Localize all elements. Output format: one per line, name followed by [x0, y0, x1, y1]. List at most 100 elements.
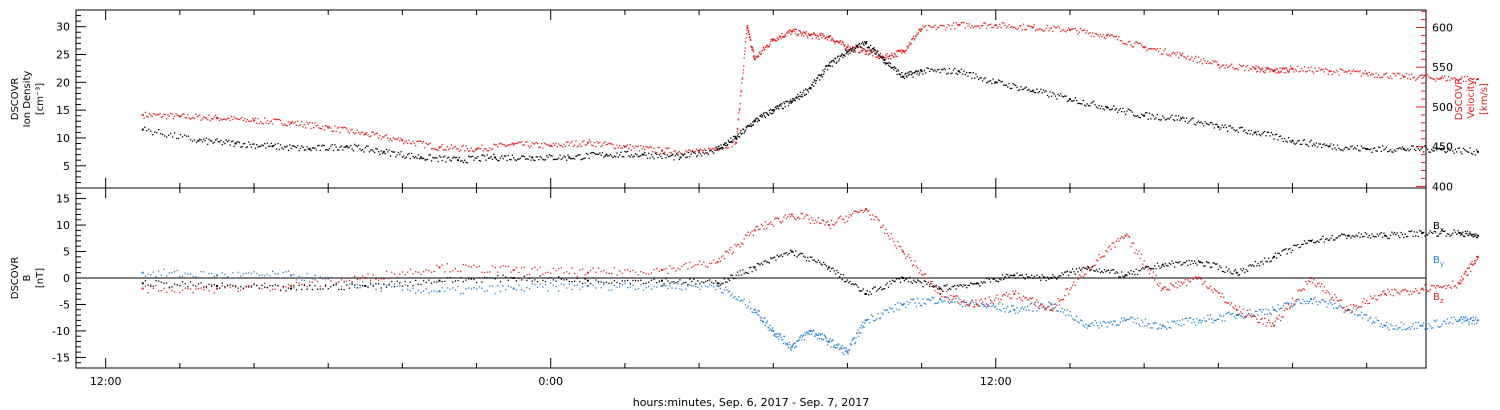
data-point	[1235, 271, 1238, 274]
data-point	[597, 282, 600, 284]
data-point	[795, 96, 798, 98]
data-point	[722, 147, 724, 149]
data-point	[703, 261, 705, 263]
data-point	[891, 237, 894, 240]
data-point	[1437, 326, 1439, 328]
data-point	[956, 301, 959, 303]
data-point	[1289, 247, 1291, 250]
data-point	[1396, 147, 1398, 150]
data-point	[536, 142, 539, 145]
data-point	[1250, 68, 1253, 70]
data-point	[1463, 320, 1465, 322]
data-point	[858, 290, 861, 292]
data-point	[207, 143, 209, 145]
data-point	[1315, 142, 1318, 144]
data-point	[793, 30, 796, 33]
data-point	[899, 73, 901, 76]
data-point	[1079, 103, 1082, 105]
data-point	[745, 37, 747, 39]
data-point	[1128, 236, 1131, 238]
data-point	[1430, 284, 1433, 287]
data-point	[1008, 276, 1010, 278]
data-point	[781, 339, 783, 341]
data-point	[727, 252, 729, 254]
data-point	[141, 128, 144, 131]
data-point	[736, 138, 738, 140]
data-point	[1309, 240, 1311, 242]
data-point	[669, 151, 671, 154]
data-point	[996, 280, 998, 282]
data-point	[323, 144, 325, 147]
data-point	[1396, 291, 1398, 294]
data-point	[903, 253, 906, 255]
data-point	[1089, 268, 1091, 270]
data-point	[1204, 60, 1206, 62]
data-point	[1208, 287, 1210, 289]
data-point	[587, 153, 589, 156]
data-point	[762, 225, 764, 227]
data-point	[218, 119, 221, 122]
data-point	[1257, 321, 1259, 324]
data-point	[155, 114, 157, 116]
data-point	[373, 151, 376, 154]
data-point	[274, 118, 276, 121]
data-point	[152, 287, 155, 290]
data-point	[1117, 324, 1119, 326]
data-point	[834, 347, 837, 349]
data-point	[1245, 66, 1247, 68]
data-point	[355, 132, 357, 134]
data-point	[501, 155, 503, 157]
data-point	[1136, 317, 1139, 319]
data-point	[171, 290, 173, 292]
data-point	[1164, 326, 1167, 328]
data-point	[1244, 271, 1246, 273]
data-point	[596, 153, 598, 155]
data-point	[759, 115, 761, 117]
data-point	[502, 285, 504, 287]
data-point	[1441, 286, 1443, 289]
data-point	[1075, 277, 1078, 279]
data-point	[266, 142, 268, 144]
data-point	[883, 62, 885, 64]
data-point	[968, 71, 970, 74]
data-point	[1086, 30, 1088, 32]
data-point	[338, 281, 340, 283]
data-point	[947, 288, 949, 291]
data-point	[1465, 271, 1467, 273]
data-point	[1126, 274, 1128, 276]
data-point	[1159, 282, 1161, 285]
left-y-tick-label: 5	[63, 160, 70, 173]
data-point	[1293, 71, 1295, 73]
data-point	[205, 285, 208, 288]
data-point	[584, 157, 586, 159]
data-point	[846, 349, 848, 351]
data-point	[1385, 321, 1388, 324]
data-point	[724, 281, 727, 283]
data-point	[1273, 138, 1275, 140]
data-point	[1034, 29, 1037, 32]
data-point	[586, 279, 589, 282]
data-point	[1310, 298, 1313, 301]
data-point	[752, 50, 755, 53]
data-point	[327, 276, 329, 279]
data-point	[375, 278, 377, 280]
data-point	[1384, 324, 1387, 327]
data-point	[1085, 105, 1087, 107]
data-point	[687, 149, 690, 151]
data-point	[420, 291, 422, 294]
data-point	[906, 255, 908, 258]
data-point	[1249, 309, 1251, 311]
data-point	[1132, 46, 1135, 48]
data-point	[741, 77, 744, 79]
data-point	[1262, 131, 1265, 134]
data-point	[679, 288, 681, 290]
data-point	[750, 123, 752, 125]
data-point	[356, 278, 359, 280]
data-point	[781, 338, 784, 341]
data-point	[1057, 310, 1059, 312]
data-point	[848, 282, 850, 284]
data-point	[354, 284, 356, 286]
data-point	[275, 118, 278, 121]
data-point	[852, 46, 854, 48]
data-point	[1191, 322, 1193, 324]
